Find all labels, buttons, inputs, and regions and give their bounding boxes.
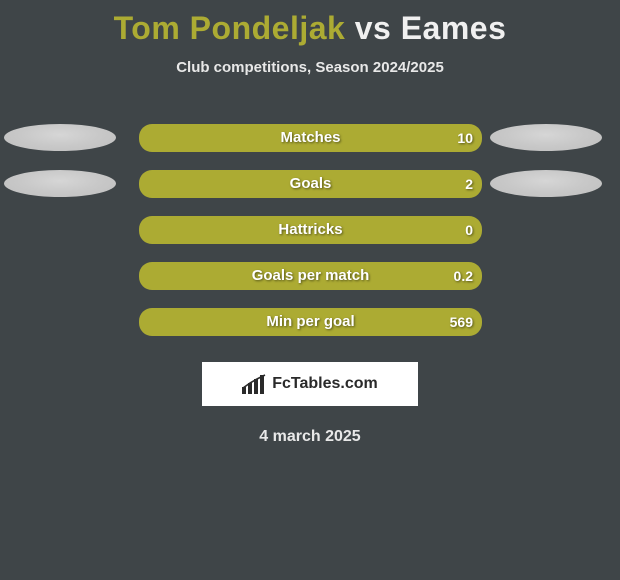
vs-text: vs xyxy=(355,10,392,46)
chart-icon xyxy=(242,374,266,394)
subtitle: Club competitions, Season 2024/2025 xyxy=(0,59,620,76)
comparison-title: Tom Pondeljak vs Eames xyxy=(0,0,620,47)
date: 4 march 2025 xyxy=(0,428,620,446)
stat-row: Matches 10 xyxy=(0,124,620,152)
stat-value: 10 xyxy=(139,124,473,152)
stat-row: Goals per match 0.2 xyxy=(0,262,620,290)
stat-row: Hattricks 0 xyxy=(0,216,620,244)
player2-ellipse xyxy=(490,124,602,151)
player1-name: Tom Pondeljak xyxy=(114,10,346,46)
stat-value: 0.2 xyxy=(139,262,473,290)
player2-ellipse xyxy=(490,170,602,197)
logo-box: FcTables.com xyxy=(202,362,418,406)
player1-ellipse xyxy=(4,170,116,197)
logo-text: FcTables.com xyxy=(272,375,378,393)
player1-ellipse xyxy=(4,124,116,151)
player2-name: Eames xyxy=(401,10,507,46)
stats-area: Matches 10 Goals 2 Hattricks 0 Goals per… xyxy=(0,124,620,336)
stat-value: 2 xyxy=(139,170,473,198)
stat-value: 0 xyxy=(139,216,473,244)
stat-row: Goals 2 xyxy=(0,170,620,198)
stat-value: 569 xyxy=(139,308,473,336)
stat-row: Min per goal 569 xyxy=(0,308,620,336)
